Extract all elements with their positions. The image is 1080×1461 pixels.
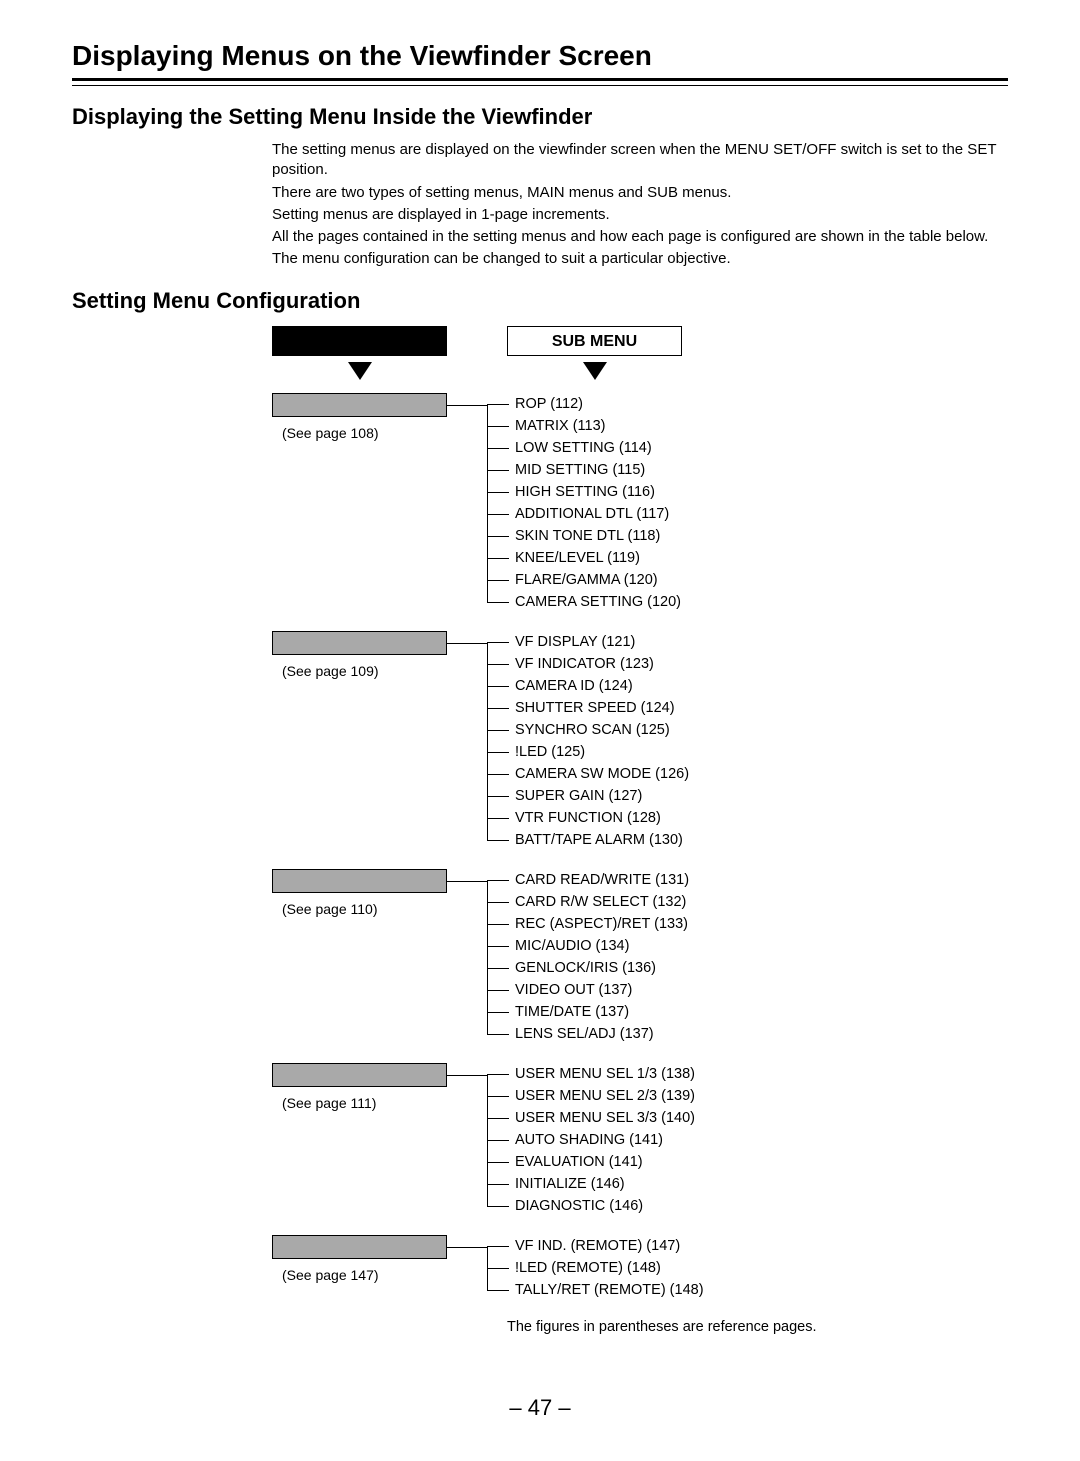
- menu-group: (See page 110) CARD READ/WRITE (131)CARD …: [272, 869, 932, 1045]
- menu-group: (See page 109) VF DISPLAY (121)VF INDICAT…: [272, 631, 932, 851]
- menu-diagram: MAIN MENU SUB MENU (See page 108) ROP (11…: [272, 326, 932, 1335]
- intro-line: Setting menus are displayed in 1-page in…: [272, 205, 1008, 225]
- sub-menu-item: TIME/DATE (137): [487, 1001, 689, 1023]
- section-heading: Setting Menu Configuration: [72, 288, 1008, 314]
- main-menu-box: [272, 1235, 447, 1259]
- sub-menu-item: EVALUATION (141): [487, 1151, 695, 1173]
- sub-menu-list: VF IND. (REMOTE) (147)!LED (REMOTE) (148…: [487, 1235, 704, 1301]
- subtitle: Displaying the Setting Menu Inside the V…: [72, 104, 1008, 130]
- intro-line: The setting menus are displayed on the v…: [272, 140, 1008, 181]
- sub-menu-list: VF DISPLAY (121)VF INDICATOR (123)CAMERA…: [487, 631, 689, 851]
- sub-menu-item: FLARE/GAMMA (120): [487, 569, 681, 591]
- page-number: – 47 –: [72, 1395, 1008, 1421]
- see-page-ref: (See page 147): [282, 1267, 447, 1283]
- sub-menu-item: INITIALIZE (146): [487, 1173, 695, 1195]
- sub-menu-item: USER MENU SEL 3/3 (140): [487, 1107, 695, 1129]
- sub-menu-item: MATRIX (113): [487, 415, 681, 437]
- main-menu-box: [272, 393, 447, 417]
- sub-menu-item: CARD R/W SELECT (132): [487, 891, 689, 913]
- menu-group: (See page 108) ROP (112)MATRIX (113)LOW S…: [272, 393, 932, 613]
- menu-group: (See page 147) VF IND. (REMOTE) (147)!LED…: [272, 1235, 932, 1301]
- main-menu-box: [272, 631, 447, 655]
- sub-menu-item: CAMERA SW MODE (126): [487, 763, 689, 785]
- sub-menu-list: USER MENU SEL 1/3 (138)USER MENU SEL 2/3…: [487, 1063, 695, 1217]
- sub-menu-item: DIAGNOSTIC (146): [487, 1195, 695, 1217]
- sub-menu-header: SUB MENU: [507, 326, 682, 356]
- see-page-ref: (See page 109): [282, 663, 447, 679]
- sub-menu-item: LOW SETTING (114): [487, 437, 681, 459]
- see-page-ref: (See page 111): [282, 1095, 447, 1111]
- sub-menu-item: BATT/TAPE ALARM (130): [487, 829, 689, 851]
- sub-menu-item: KNEE/LEVEL (119): [487, 547, 681, 569]
- sub-menu-item: CAMERA ID (124): [487, 675, 689, 697]
- sub-menu-item: VF IND. (REMOTE) (147): [487, 1235, 704, 1257]
- sub-menu-item: CARD READ/WRITE (131): [487, 869, 689, 891]
- sub-menu-item: SUPER GAIN (127): [487, 785, 689, 807]
- sub-menu-item: VTR FUNCTION (128): [487, 807, 689, 829]
- sub-menu-item: USER MENU SEL 2/3 (139): [487, 1085, 695, 1107]
- intro-line: All the pages contained in the setting m…: [272, 227, 1008, 247]
- intro-block: The setting menus are displayed on the v…: [272, 140, 1008, 270]
- sub-menu-list: ROP (112)MATRIX (113)LOW SETTING (114)MI…: [487, 393, 681, 613]
- sub-menu-item: USER MENU SEL 1/3 (138): [487, 1063, 695, 1085]
- sub-menu-item: ROP (112): [487, 393, 681, 415]
- sub-menu-item: MID SETTING (115): [487, 459, 681, 481]
- sub-menu-item: VF DISPLAY (121): [487, 631, 689, 653]
- sub-menu-item: ADDITIONAL DTL (117): [487, 503, 681, 525]
- triangle-down-icon: [348, 362, 372, 380]
- sub-menu-item: !LED (125): [487, 741, 689, 763]
- page-title: Displaying Menus on the Viewfinder Scree…: [72, 40, 1008, 72]
- sub-menu-item: CAMERA SETTING (120): [487, 591, 681, 613]
- triangle-down-icon: [583, 362, 607, 380]
- intro-line: There are two types of setting menus, MA…: [272, 183, 1008, 203]
- sub-menu-item: LENS SEL/ADJ (137): [487, 1023, 689, 1045]
- sub-menu-item: HIGH SETTING (116): [487, 481, 681, 503]
- title-rule: [72, 78, 1008, 86]
- sub-menu-item: SKIN TONE DTL (118): [487, 525, 681, 547]
- menu-group: (See page 111)USER MENU SEL 1/3 (138)USE…: [272, 1063, 932, 1217]
- intro-line: The menu configuration can be changed to…: [272, 249, 1008, 269]
- see-page-ref: (See page 108): [282, 425, 447, 441]
- main-menu-header: MAIN MENU: [272, 326, 447, 356]
- sub-menu-item: TALLY/RET (REMOTE) (148): [487, 1279, 704, 1301]
- sub-menu-item: SHUTTER SPEED (124): [487, 697, 689, 719]
- sub-menu-item: AUTO SHADING (141): [487, 1129, 695, 1151]
- footnote: The figures in parentheses are reference…: [507, 1319, 932, 1335]
- sub-menu-item: MIC/AUDIO (134): [487, 935, 689, 957]
- sub-menu-item: SYNCHRO SCAN (125): [487, 719, 689, 741]
- sub-menu-item: REC (ASPECT)/RET (133): [487, 913, 689, 935]
- sub-menu-list: CARD READ/WRITE (131)CARD R/W SELECT (13…: [487, 869, 689, 1045]
- main-menu-box: [272, 869, 447, 893]
- sub-menu-item: VIDEO OUT (137): [487, 979, 689, 1001]
- see-page-ref: (See page 110): [282, 901, 447, 917]
- sub-menu-item: !LED (REMOTE) (148): [487, 1257, 704, 1279]
- main-menu-box: [272, 1063, 447, 1087]
- sub-menu-item: VF INDICATOR (123): [487, 653, 689, 675]
- sub-menu-item: GENLOCK/IRIS (136): [487, 957, 689, 979]
